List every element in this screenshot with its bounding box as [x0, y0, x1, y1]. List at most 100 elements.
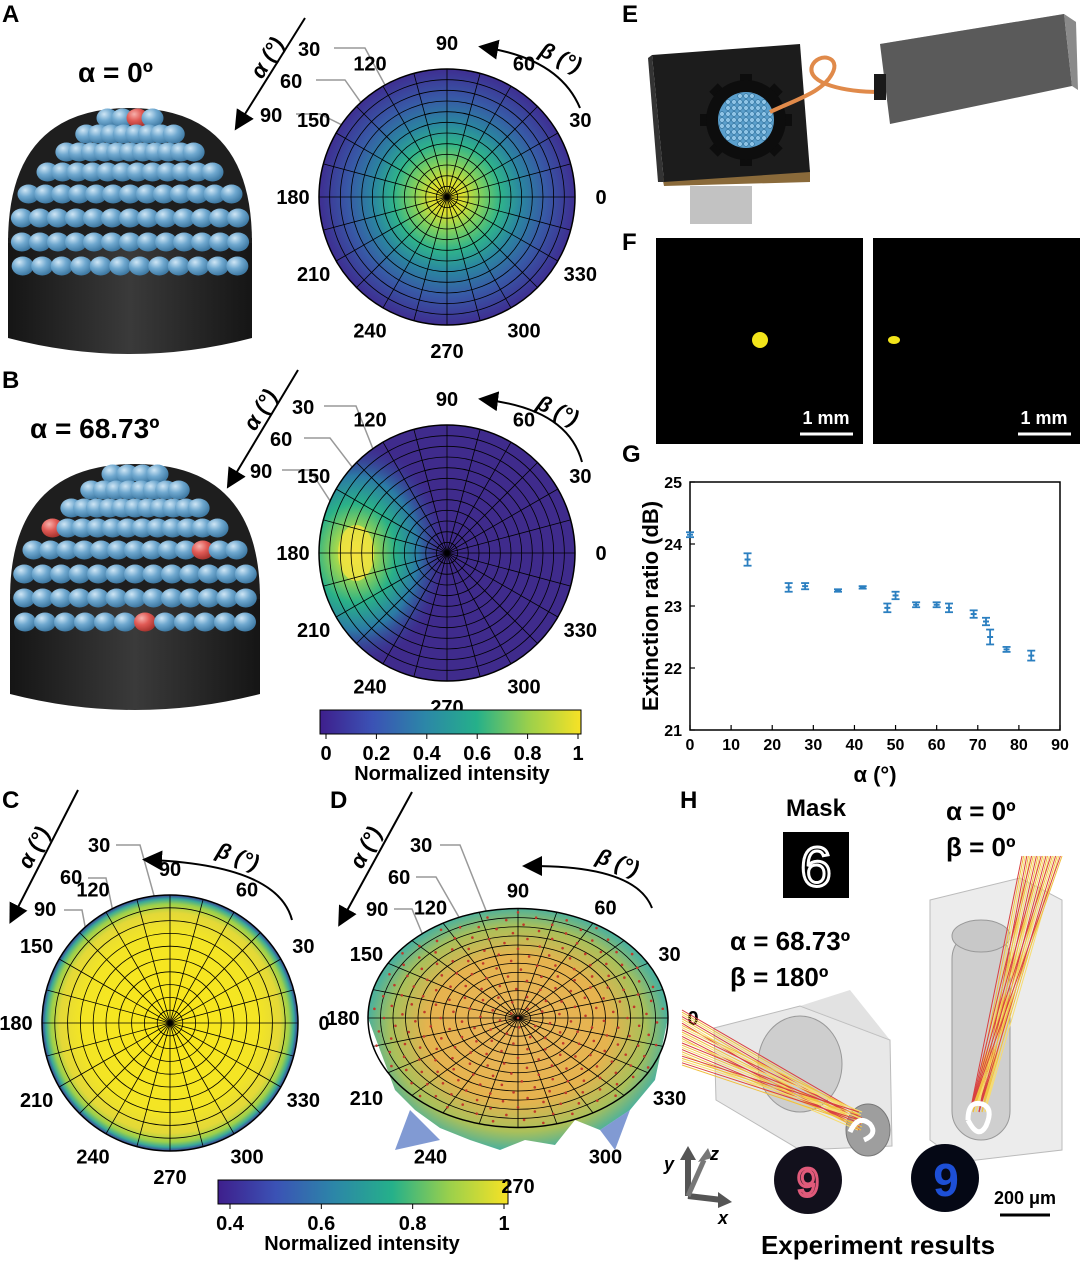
sample-dot	[504, 918, 508, 922]
polar-spoke	[446, 85, 512, 198]
polar-spoke	[46, 1022, 171, 1057]
microlens	[128, 256, 151, 276]
microlens	[107, 540, 130, 560]
sample-dot	[566, 1079, 570, 1083]
microlens	[157, 540, 180, 560]
sample-dot	[498, 984, 502, 988]
microlens	[119, 232, 141, 252]
sample-dot	[537, 929, 541, 933]
sample-dot	[632, 1005, 636, 1009]
beta-tick-label: 180	[326, 1008, 359, 1030]
y-tick-label: 23	[664, 599, 682, 616]
beta-label-c: β (°)	[212, 837, 262, 876]
sample-dot	[483, 949, 486, 952]
image-f-right	[873, 238, 1080, 444]
sample-dot	[373, 1007, 376, 1011]
sample-dot	[631, 1075, 635, 1079]
microlens	[64, 232, 87, 252]
optical-fiber	[769, 55, 881, 114]
sample-dot	[537, 1073, 541, 1077]
polar-spoke	[79, 932, 171, 1024]
panel-c: C α (°) 30 60 90 β (°) 90603003303002702…	[0, 787, 510, 1255]
colorbar-tick-label: 0.8	[514, 743, 542, 765]
focus-spot-right	[888, 336, 900, 344]
panel-d: D α (°) 30 60 90 β (°) 90603003303002702…	[326, 787, 698, 1198]
sample-dot	[389, 1037, 393, 1040]
sample-dot	[475, 1112, 478, 1115]
sample-dot	[506, 975, 510, 978]
alpha-tick: 90	[260, 105, 282, 127]
beta-tick-label: 60	[513, 410, 535, 432]
beta-tick-label: 270	[430, 341, 463, 363]
polar-spoke	[446, 163, 571, 198]
sample-dot	[410, 1003, 414, 1006]
beta-tick-label: 90	[436, 389, 458, 411]
sample-dot	[568, 957, 572, 960]
panel-label-c: C	[2, 787, 19, 814]
sample-dot	[509, 1012, 513, 1015]
colorbar-2-ticks: 0.4 0.6 0.8 1	[216, 1204, 510, 1235]
microlens	[162, 124, 185, 144]
data-point-errorbar	[834, 588, 842, 593]
polar-spoke	[446, 462, 538, 554]
beta-tick-label: 330	[564, 264, 597, 286]
panel-a: A α = 0º α (°) 30 60 90 β (°) 9060300330…	[2, 1, 607, 363]
microlens	[90, 540, 113, 560]
sample-dot	[441, 1081, 445, 1085]
microlens	[206, 518, 229, 538]
alpha-arrow-c	[9, 789, 79, 924]
polar-spoke	[478, 912, 519, 1019]
sample-dot	[594, 1006, 598, 1010]
microlens	[140, 540, 163, 560]
sample-dot	[526, 1007, 529, 1011]
sample-dot	[402, 1055, 406, 1059]
microlens	[114, 612, 136, 632]
microlens	[191, 232, 214, 252]
sample-dot	[590, 975, 594, 978]
polar-spoke	[58, 1022, 171, 1088]
sample-dot	[412, 985, 416, 988]
sample-dot	[602, 996, 605, 1000]
sample-dot	[486, 916, 489, 919]
polar-spoke	[446, 196, 571, 231]
sample-dot	[611, 1010, 615, 1014]
sample-dot	[401, 952, 404, 955]
polar-spoke	[517, 1017, 594, 1114]
sample-dot	[551, 1077, 555, 1081]
polar-spoke	[323, 163, 448, 198]
sample-dot	[516, 947, 520, 951]
polar-spoke	[356, 106, 448, 198]
left-alpha-label: α = 68.73º	[730, 926, 851, 956]
sample-dot	[598, 1088, 602, 1091]
microlens	[105, 588, 128, 608]
microlens	[10, 232, 33, 252]
sample-dot	[630, 952, 634, 956]
sample-dot	[534, 916, 538, 920]
polar-spoke	[58, 958, 171, 1024]
data-point-errorbar	[969, 609, 978, 619]
sample-dot	[418, 944, 421, 948]
sample-dot	[569, 1020, 573, 1023]
polar-spoke	[446, 196, 512, 309]
polar-spoke	[169, 1022, 235, 1135]
microlens	[225, 540, 248, 560]
sample-dot	[522, 923, 525, 926]
beta-tick-label: 120	[76, 880, 109, 902]
microlens	[152, 184, 175, 204]
sample-dot	[418, 1094, 422, 1098]
polar-spoke	[446, 552, 559, 618]
microlens	[82, 232, 105, 252]
sample-dot	[451, 959, 455, 963]
sample-dot	[478, 1083, 482, 1086]
sample-dot	[645, 1012, 648, 1016]
microlens	[39, 540, 62, 560]
sample-dot	[606, 986, 610, 989]
colorbar-1	[319, 709, 582, 735]
microlens	[206, 256, 229, 276]
data-point-errorbar	[858, 585, 867, 590]
sample-dot	[542, 1121, 545, 1125]
polar-spoke	[446, 552, 512, 665]
sample-dot	[527, 955, 531, 958]
colorbar-tick-label: 0.2	[362, 743, 390, 765]
sample-dot	[564, 932, 568, 935]
